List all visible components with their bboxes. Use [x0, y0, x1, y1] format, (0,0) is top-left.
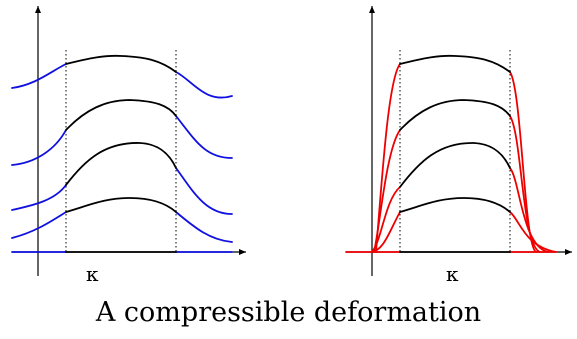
left-outer-curve: [175, 71, 233, 99]
left-outer-curve: [11, 63, 67, 89]
left-outer-curve: [11, 211, 67, 239]
right-outer-curve: [375, 63, 401, 253]
right-inner-curve: [399, 197, 511, 213]
right-inner-curve: [399, 54, 511, 73]
right-outer-curve: [509, 115, 541, 253]
right-inner-curve: [399, 99, 511, 131]
right-outer-curve: [509, 167, 549, 253]
right-outer-curve: [509, 71, 537, 253]
right-kappa-label: κ: [446, 262, 459, 286]
figure-caption: A compressible deformation: [95, 297, 482, 328]
left-outer-curve: [175, 167, 233, 215]
left-outer-curve: [11, 184, 67, 211]
left-inner-curve: [65, 99, 177, 131]
left-inner-curve: [65, 142, 177, 186]
left-panel: [11, 6, 246, 276]
left-outer-curve: [11, 129, 67, 166]
left-outer-curve: [175, 115, 233, 159]
left-inner-curve: [65, 54, 177, 73]
left-kappa-label: κ: [86, 262, 99, 286]
left-outer-curve: [175, 211, 233, 243]
right-inner-curve: [399, 142, 511, 188]
right-outer-curve: [509, 211, 557, 253]
left-inner-curve: [65, 197, 177, 213]
right-panel: [345, 6, 572, 276]
